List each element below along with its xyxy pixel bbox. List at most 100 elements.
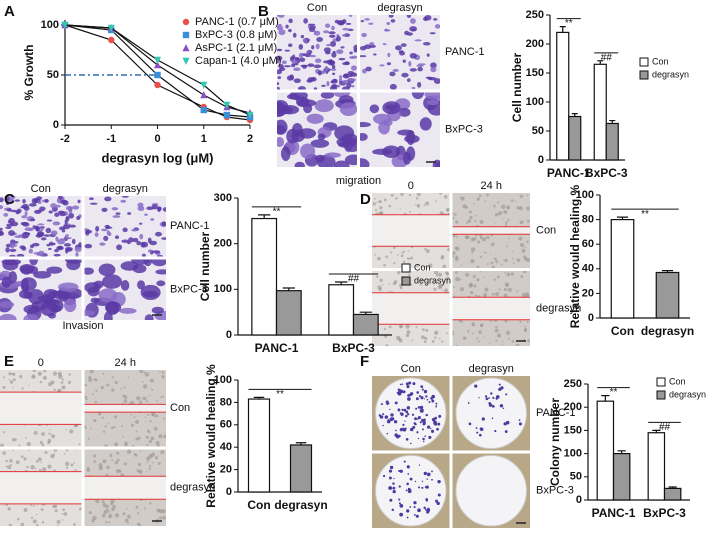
micrograph-content (372, 193, 450, 268)
speck (476, 265, 479, 268)
speck (163, 417, 166, 420)
speck (441, 266, 444, 268)
cell (87, 286, 100, 297)
colony (382, 413, 385, 416)
colony (427, 425, 431, 429)
speck (442, 264, 447, 268)
cell (402, 59, 406, 63)
speck (63, 453, 66, 455)
colony (422, 428, 424, 431)
row-label: PANC-1 (445, 46, 485, 58)
speck (507, 337, 510, 340)
cell (131, 228, 138, 232)
cell (95, 225, 100, 232)
cell (102, 274, 123, 289)
cell (114, 235, 120, 239)
cell (382, 101, 401, 115)
row-label: BxPC-3 (536, 485, 574, 497)
speck (408, 273, 411, 276)
speck (410, 256, 413, 260)
panel-letter: C (4, 191, 15, 208)
speck (111, 507, 115, 512)
speck (383, 198, 387, 202)
speck (148, 414, 150, 417)
speck (48, 382, 53, 387)
speck (422, 278, 424, 281)
colony (406, 509, 410, 513)
speck (469, 291, 471, 294)
micrograph-content (84, 449, 166, 526)
cell (345, 22, 352, 25)
micrograph (452, 376, 530, 451)
cell (294, 161, 305, 167)
colony (408, 381, 412, 385)
cell (323, 30, 330, 34)
colony (406, 412, 410, 416)
colony (475, 427, 478, 429)
cell (141, 253, 146, 257)
colony (423, 398, 426, 400)
speck (433, 287, 437, 291)
speck (108, 513, 113, 519)
cell (29, 259, 38, 266)
colony (418, 464, 421, 466)
speck (493, 204, 496, 208)
speck (496, 333, 502, 338)
speck (17, 517, 20, 521)
speck (471, 332, 474, 335)
speck (32, 375, 36, 378)
colony (414, 480, 417, 483)
speck (76, 449, 78, 451)
cell (9, 248, 17, 252)
wound-gap (372, 292, 450, 325)
speck (88, 378, 93, 383)
cell (369, 42, 375, 46)
speck (53, 449, 58, 452)
speck (495, 325, 498, 328)
cell (360, 55, 367, 58)
colony (425, 499, 428, 502)
colony (387, 419, 390, 421)
speck (377, 285, 382, 290)
speck (122, 435, 125, 438)
speck (508, 208, 510, 210)
cell (32, 225, 37, 230)
cell (132, 237, 139, 243)
cell (277, 119, 288, 135)
cell (15, 210, 20, 215)
colony (412, 425, 416, 429)
speck (126, 449, 132, 454)
speck (467, 329, 470, 332)
speck (500, 263, 503, 266)
speck (8, 523, 13, 526)
cell (339, 102, 357, 116)
cell (84, 243, 93, 249)
colony (394, 401, 398, 405)
cell (68, 212, 75, 219)
bar (610, 219, 635, 319)
colony (386, 419, 391, 424)
cell (48, 242, 56, 246)
cell (3, 212, 9, 217)
colony (428, 401, 431, 404)
speck (113, 425, 116, 429)
colony (413, 506, 416, 509)
speck (101, 500, 105, 504)
speck (490, 261, 494, 265)
cell (48, 247, 52, 251)
cell (75, 251, 79, 257)
cell (20, 221, 29, 226)
micrograph-content (452, 193, 530, 268)
speck (498, 211, 503, 216)
speck (100, 386, 104, 390)
cell (286, 93, 300, 100)
cell (387, 52, 391, 58)
speck (12, 378, 16, 382)
colony (437, 422, 441, 426)
colony (415, 514, 419, 518)
speck (52, 371, 57, 376)
speck (110, 498, 115, 504)
cell (14, 241, 19, 244)
speck (518, 206, 523, 211)
colony (419, 421, 422, 424)
